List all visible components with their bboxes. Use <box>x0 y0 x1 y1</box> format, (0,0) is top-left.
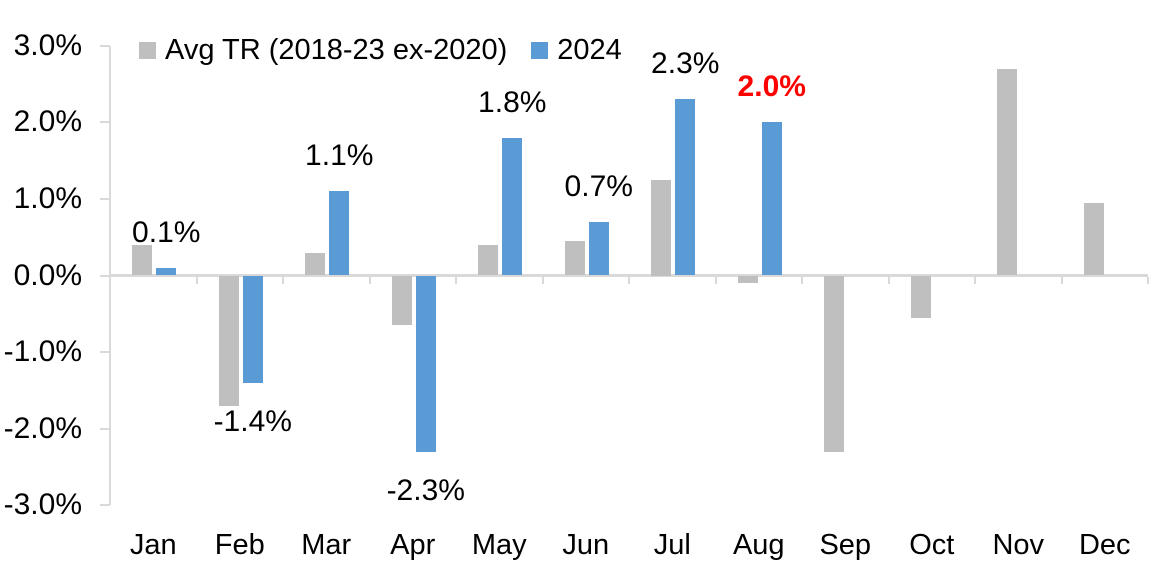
y-axis-label: 1.0% <box>13 181 82 215</box>
y-axis-label: 3.0% <box>13 28 82 62</box>
bar-avg-jun <box>564 241 585 276</box>
bar-avg-oct <box>910 275 931 318</box>
x-axis-tick <box>801 276 803 284</box>
x-axis-tick <box>541 276 544 284</box>
bar-avg-may <box>478 244 499 276</box>
bar-avg-feb <box>218 275 239 406</box>
legend-swatch-avg-tr <box>139 41 156 59</box>
legend-item-2024: 2024 <box>531 34 622 66</box>
data-label-jun: 0.7% <box>564 169 633 203</box>
x-axis-tick <box>1060 276 1063 284</box>
x-axis-line <box>110 274 1148 277</box>
bar-2024-aug <box>761 122 782 276</box>
x-axis-tick <box>628 276 630 284</box>
bar-2024-jul <box>675 99 696 276</box>
bar-2024-mar <box>329 191 350 276</box>
y-axis-tick <box>100 44 110 47</box>
x-axis-tick <box>1147 276 1149 284</box>
month-label-apr: Apr <box>390 529 436 561</box>
month-label-oct: Oct <box>909 529 955 561</box>
data-label-mar: 1.1% <box>305 139 374 173</box>
chart-legend: Avg TR (2018-23 ex-2020) 2024 <box>139 33 622 67</box>
x-axis-tick <box>195 276 198 284</box>
bar-avg-jan <box>132 244 153 276</box>
y-axis-tick <box>100 504 110 507</box>
y-axis-label: -2.0% <box>3 411 82 445</box>
legend-label-avg-tr: Avg TR (2018-23 ex-2020) <box>165 34 508 66</box>
y-axis-tick <box>100 274 110 277</box>
month-label-aug: Aug <box>732 529 785 561</box>
x-axis-tick <box>887 276 890 284</box>
data-label-jul: 2.3% <box>651 47 720 81</box>
x-axis-tick <box>455 276 457 284</box>
y-axis-label: 2.0% <box>13 105 82 139</box>
legend-item-avg-tr: Avg TR (2018-23 ex-2020) <box>139 34 507 66</box>
month-label-feb: Feb <box>214 529 265 561</box>
month-label-jul: Jul <box>653 529 691 561</box>
month-label-sep: Sep <box>819 529 872 561</box>
data-label-aug: 2.0% <box>737 70 806 104</box>
month-label-jun: Jun <box>562 529 610 561</box>
bar-avg-sep <box>824 275 845 452</box>
bar-avg-mar <box>305 252 326 276</box>
bar-avg-apr <box>391 275 412 326</box>
y-axis-tick <box>100 427 110 430</box>
bar-avg-jul <box>651 179 672 276</box>
bar-2024-may <box>502 137 523 276</box>
y-axis-tick <box>100 121 110 124</box>
data-label-apr: -2.3% <box>386 473 465 507</box>
month-label-jan: Jan <box>129 529 177 561</box>
x-axis-tick <box>282 276 284 284</box>
bar-2024-jan <box>156 267 177 276</box>
x-axis-tick <box>368 276 371 284</box>
bar-avg-nov <box>997 68 1018 276</box>
x-axis-tick <box>714 276 717 284</box>
data-label-feb: -1.4% <box>213 404 292 438</box>
x-axis-tick <box>109 276 111 284</box>
legend-swatch-2024 <box>531 41 549 59</box>
y-axis-label: -3.0% <box>3 488 82 522</box>
y-axis-label: -1.0% <box>3 335 82 369</box>
month-label-may: May <box>471 529 527 561</box>
data-label-may: 1.8% <box>478 85 547 119</box>
month-label-mar: Mar <box>301 529 352 561</box>
data-label-jan: 0.1% <box>132 215 201 249</box>
month-label-nov: Nov <box>992 529 1045 561</box>
bar-2024-apr <box>415 275 436 452</box>
bar-avg-aug <box>737 275 758 284</box>
x-axis-tick <box>974 276 976 284</box>
month-label-dec: Dec <box>1078 529 1131 561</box>
legend-label-2024: 2024 <box>557 34 622 66</box>
y-axis-label: 0.0% <box>13 258 82 292</box>
bar-avg-dec <box>1083 202 1104 276</box>
y-axis-tick <box>100 351 110 354</box>
y-axis-tick <box>100 197 110 200</box>
bar-2024-jun <box>588 221 609 276</box>
bar-2024-feb <box>242 275 263 383</box>
